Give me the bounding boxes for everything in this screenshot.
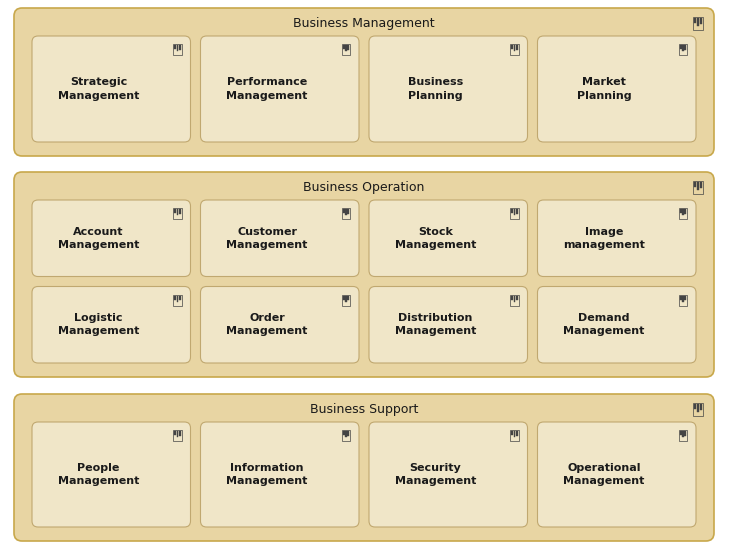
Bar xyxy=(176,431,179,438)
Bar xyxy=(694,404,696,409)
Bar xyxy=(679,431,682,435)
FancyBboxPatch shape xyxy=(369,36,528,142)
Bar xyxy=(348,295,349,300)
FancyBboxPatch shape xyxy=(200,422,359,527)
Text: Customer
Management: Customer Management xyxy=(227,227,308,250)
Text: Business Management: Business Management xyxy=(293,18,434,31)
Text: Account
Management: Account Management xyxy=(58,227,139,250)
Bar xyxy=(343,209,345,213)
Text: Security
Management: Security Management xyxy=(395,463,476,486)
Bar xyxy=(174,209,176,213)
Text: Image
management: Image management xyxy=(563,227,645,250)
FancyBboxPatch shape xyxy=(32,287,190,363)
FancyBboxPatch shape xyxy=(32,422,190,527)
Bar xyxy=(176,209,179,215)
Bar xyxy=(345,431,347,438)
Bar xyxy=(179,431,181,436)
FancyBboxPatch shape xyxy=(14,172,714,377)
FancyBboxPatch shape xyxy=(369,422,528,527)
Bar xyxy=(343,45,345,49)
Text: Business Operation: Business Operation xyxy=(303,182,425,194)
Bar xyxy=(348,431,349,436)
Bar xyxy=(176,45,179,51)
Bar xyxy=(679,295,682,300)
Bar xyxy=(174,45,176,49)
Bar xyxy=(516,209,518,214)
Bar xyxy=(179,45,181,50)
FancyBboxPatch shape xyxy=(200,36,359,142)
Bar xyxy=(179,295,181,300)
Bar xyxy=(513,295,515,302)
Bar xyxy=(682,431,684,438)
Bar xyxy=(700,18,702,24)
Bar xyxy=(700,404,702,410)
Bar xyxy=(694,182,696,187)
FancyBboxPatch shape xyxy=(200,287,359,363)
Text: Logistic
Management: Logistic Management xyxy=(58,313,139,337)
FancyBboxPatch shape xyxy=(32,36,190,142)
Bar xyxy=(682,209,684,215)
Bar xyxy=(516,45,518,50)
Text: Market
Planning: Market Planning xyxy=(577,77,631,100)
Bar xyxy=(516,295,518,300)
Bar xyxy=(697,404,699,412)
Text: People
Management: People Management xyxy=(58,463,139,486)
Bar xyxy=(345,209,347,215)
Bar xyxy=(697,18,699,26)
Text: Business Support: Business Support xyxy=(310,404,418,417)
Bar xyxy=(348,209,349,214)
Text: Business
Planning: Business Planning xyxy=(408,77,463,100)
Text: Performance
Management: Performance Management xyxy=(227,77,308,100)
FancyBboxPatch shape xyxy=(537,422,696,527)
Bar xyxy=(176,295,179,302)
Bar xyxy=(679,45,682,49)
Bar xyxy=(685,295,687,300)
Text: Strategic
Management: Strategic Management xyxy=(58,77,139,100)
Bar xyxy=(513,431,515,438)
Bar xyxy=(174,431,176,435)
Bar xyxy=(343,295,345,300)
FancyBboxPatch shape xyxy=(537,200,696,277)
Bar xyxy=(345,295,347,302)
FancyBboxPatch shape xyxy=(32,200,190,277)
Bar xyxy=(513,209,515,215)
FancyBboxPatch shape xyxy=(200,200,359,277)
Bar xyxy=(685,45,687,50)
Bar xyxy=(513,45,515,51)
Text: Stock
Management: Stock Management xyxy=(395,227,476,250)
FancyBboxPatch shape xyxy=(537,287,696,363)
Bar xyxy=(516,431,518,436)
Bar xyxy=(700,182,702,188)
Text: Distribution
Management: Distribution Management xyxy=(395,313,476,337)
FancyBboxPatch shape xyxy=(14,8,714,156)
Text: Order
Management: Order Management xyxy=(227,313,308,337)
Bar xyxy=(511,45,513,49)
FancyBboxPatch shape xyxy=(537,36,696,142)
Bar xyxy=(685,209,687,214)
Bar xyxy=(174,295,176,300)
Bar xyxy=(348,45,349,50)
Bar xyxy=(343,431,345,435)
Bar xyxy=(685,431,687,436)
Text: Operational
Management: Operational Management xyxy=(564,463,644,486)
Bar xyxy=(511,209,513,213)
Text: Demand
Management: Demand Management xyxy=(564,313,644,337)
FancyBboxPatch shape xyxy=(14,394,714,541)
Bar xyxy=(179,209,181,214)
Bar xyxy=(682,45,684,51)
Bar xyxy=(345,45,347,51)
FancyBboxPatch shape xyxy=(369,200,528,277)
Bar xyxy=(679,209,682,213)
Bar xyxy=(511,431,513,435)
Bar xyxy=(694,18,696,23)
Bar xyxy=(682,295,684,302)
Text: Information
Management: Information Management xyxy=(227,463,308,486)
Bar xyxy=(511,295,513,300)
Bar xyxy=(697,182,699,190)
FancyBboxPatch shape xyxy=(369,287,528,363)
